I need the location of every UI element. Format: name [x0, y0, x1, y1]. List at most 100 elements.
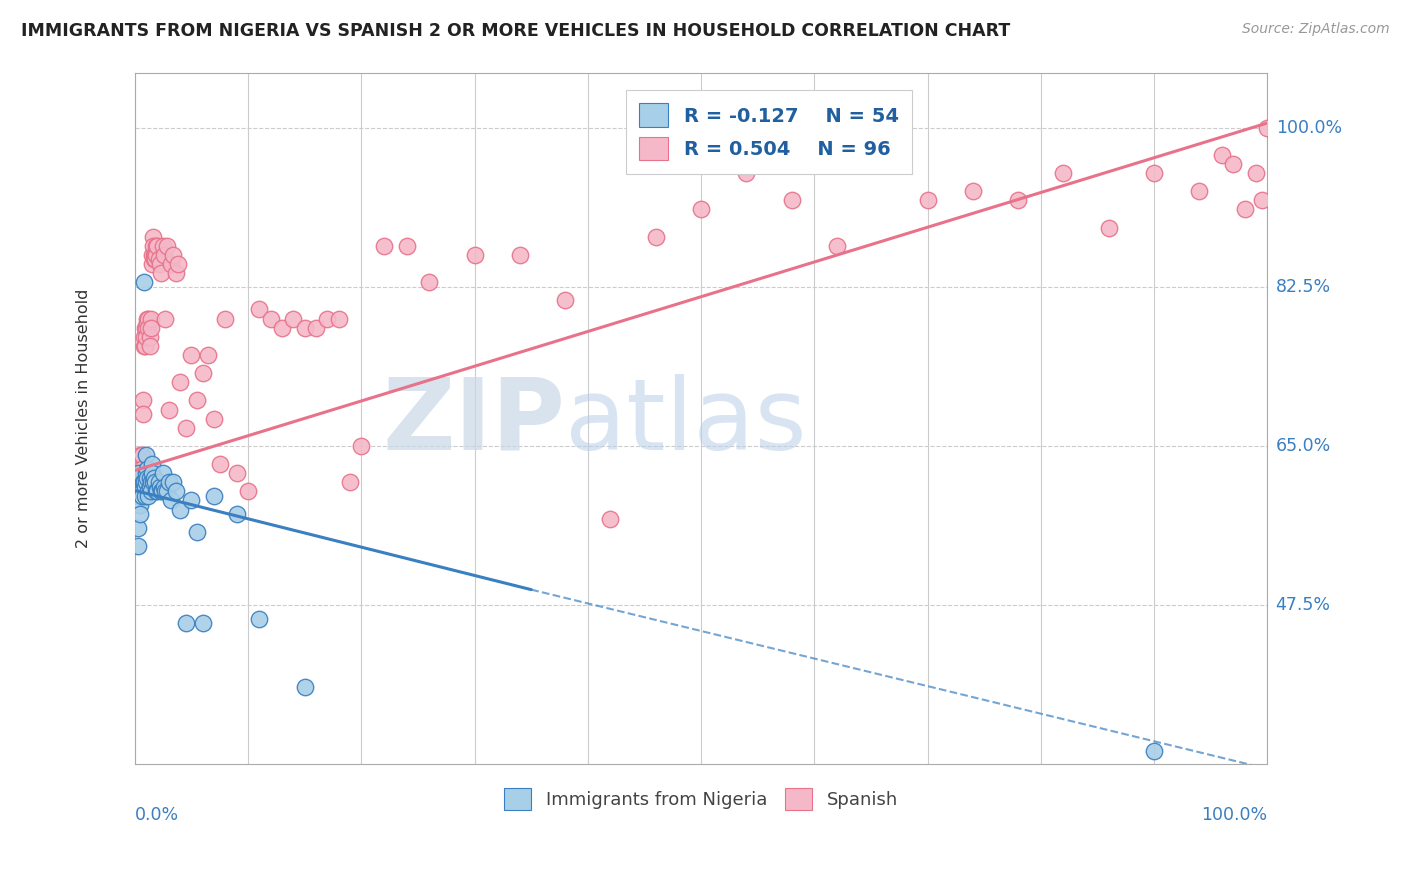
Point — [145, 248, 167, 262]
Point — [155, 311, 177, 326]
Point — [136, 461, 159, 475]
Point — [153, 480, 176, 494]
Point — [208, 457, 231, 471]
Point — [160, 257, 183, 271]
Point — [464, 248, 486, 262]
Point — [1211, 148, 1233, 162]
Point — [129, 448, 152, 462]
Point — [127, 521, 149, 535]
Point — [509, 248, 531, 262]
Point — [148, 252, 170, 267]
Point — [127, 475, 149, 490]
Point — [735, 166, 758, 180]
Point — [139, 475, 162, 490]
Point — [149, 257, 172, 271]
Point — [1244, 166, 1267, 180]
Point — [138, 339, 160, 353]
Point — [129, 475, 152, 490]
Point — [294, 320, 316, 334]
Point — [174, 421, 197, 435]
Point — [155, 239, 177, 253]
Point — [135, 466, 157, 480]
Point — [155, 484, 177, 499]
Point — [143, 252, 166, 267]
Point — [149, 484, 172, 499]
Point — [1233, 202, 1256, 217]
Point — [202, 411, 225, 425]
Point — [142, 475, 165, 490]
Point — [129, 489, 152, 503]
Point — [145, 239, 167, 253]
Point — [141, 257, 163, 271]
Text: 2 or more Vehicles in Household: 2 or more Vehicles in Household — [76, 289, 91, 549]
Point — [146, 239, 169, 253]
Point — [143, 248, 166, 262]
Point — [162, 475, 184, 490]
Point — [128, 484, 150, 499]
Point — [148, 475, 170, 490]
Point — [780, 194, 803, 208]
Point — [373, 239, 395, 253]
Point — [305, 320, 328, 334]
Point — [139, 311, 162, 326]
Point — [165, 484, 187, 499]
Point — [143, 252, 166, 267]
Point — [599, 511, 621, 525]
Point — [138, 320, 160, 334]
Point — [162, 248, 184, 262]
Point — [143, 248, 166, 262]
Point — [150, 484, 173, 499]
Point — [132, 275, 155, 289]
Point — [917, 194, 939, 208]
Point — [1143, 166, 1166, 180]
Point — [166, 257, 188, 271]
Point — [129, 507, 152, 521]
Point — [294, 680, 316, 694]
Text: 65.0%: 65.0% — [1275, 437, 1331, 455]
Point — [236, 484, 259, 499]
Text: 100.0%: 100.0% — [1275, 119, 1341, 136]
Legend: Immigrants from Nigeria, Spanish: Immigrants from Nigeria, Spanish — [496, 781, 905, 817]
Text: ZIP: ZIP — [382, 374, 565, 471]
Point — [157, 402, 180, 417]
Text: atlas: atlas — [565, 374, 807, 471]
Point — [186, 393, 208, 408]
Point — [132, 330, 155, 344]
Point — [134, 480, 156, 494]
Point — [129, 498, 152, 512]
Point — [128, 480, 150, 494]
Point — [135, 320, 157, 334]
Point — [149, 480, 172, 494]
Point — [174, 616, 197, 631]
Point — [1250, 194, 1272, 208]
Point — [1222, 157, 1244, 171]
Point — [134, 489, 156, 503]
Point — [283, 311, 305, 326]
Point — [418, 275, 440, 289]
Point — [191, 616, 214, 631]
Point — [1052, 166, 1074, 180]
Point — [1256, 120, 1278, 135]
Point — [157, 475, 180, 490]
Point — [131, 461, 153, 475]
Point — [145, 484, 167, 499]
Point — [132, 407, 155, 421]
Point — [1098, 220, 1121, 235]
Point — [141, 466, 163, 480]
Point — [131, 448, 153, 462]
Point — [1007, 194, 1029, 208]
Point — [202, 489, 225, 503]
Point — [146, 484, 169, 499]
Point — [127, 466, 149, 480]
Point — [395, 239, 418, 253]
Point — [138, 330, 160, 344]
Point — [825, 239, 848, 253]
Point — [271, 320, 294, 334]
Point — [191, 366, 214, 380]
Point — [128, 471, 150, 485]
Point — [165, 266, 187, 280]
Point — [135, 448, 157, 462]
Point — [350, 439, 373, 453]
Text: 100.0%: 100.0% — [1201, 805, 1267, 823]
Point — [135, 475, 157, 490]
